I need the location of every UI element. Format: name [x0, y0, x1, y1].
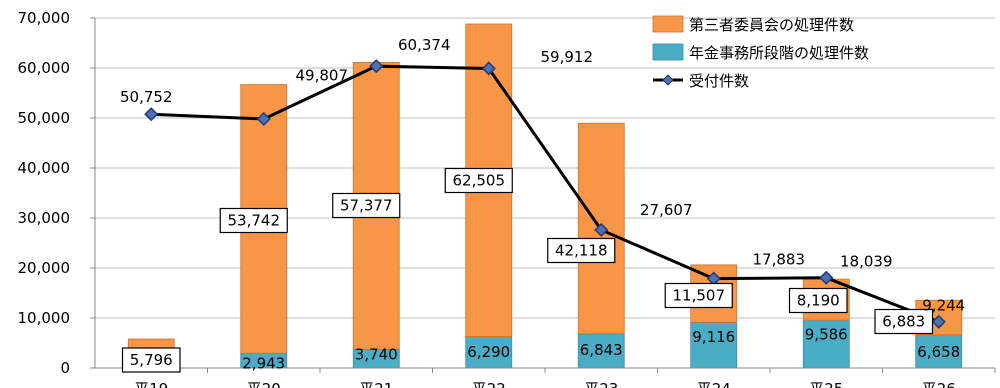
- daisansha-label: 11,507: [673, 287, 726, 305]
- receipt-label: 50,752: [120, 88, 173, 106]
- x-tick-label: 平24: [697, 380, 731, 388]
- x-tick-label: 平23: [584, 380, 618, 388]
- daisansha-label-box: [874, 308, 934, 335]
- daisansha-label: 6,883: [882, 313, 925, 331]
- data-labels: 5,796 53,742 57,377 62,505 42,118 11,507 8,190…: [120, 36, 965, 373]
- x-axis: 平19 平20 平21 平22 平23 平24 平25 平26: [95, 367, 996, 388]
- receipt-label: 49,807: [296, 67, 349, 85]
- nenkin-label: 6,290: [467, 343, 510, 361]
- nenkin-label: 6,843: [580, 341, 623, 359]
- daisansha-label: 62,505: [453, 172, 506, 190]
- daisansha-label-box: [332, 192, 401, 219]
- legend-label: 第三者委員会の処理件数: [689, 16, 854, 34]
- nenkin-label: 9,116: [692, 328, 735, 346]
- legend-marker: [662, 74, 674, 86]
- receipt-label: 17,883: [753, 251, 806, 269]
- daisansha-label: 53,742: [228, 212, 281, 230]
- receipt-marker: [594, 222, 609, 238]
- legend-label: 年金事務所段階の処理件数: [689, 44, 869, 62]
- receipt-marker: [819, 270, 834, 285]
- receipt-line: [144, 59, 946, 329]
- bar-nenkin: [915, 334, 963, 369]
- y-axis: 0 10,000 20,000 30,000 40,000 50,000 60,000 70,…: [18, 9, 96, 377]
- nenkin-label: 3,740: [355, 346, 398, 364]
- nenkin-label: 6,658: [917, 343, 960, 361]
- receipt-label: 59,912: [541, 48, 594, 66]
- y-tick-label: 50,000: [18, 109, 71, 127]
- y-tick-label: 20,000: [18, 259, 71, 277]
- daisansha-label: 57,377: [340, 197, 393, 215]
- receipt-label: 60,374: [398, 36, 451, 54]
- legend-swatch: [652, 15, 684, 33]
- receipt-line-path: [151, 64, 940, 324]
- daisansha-label-box: [219, 207, 288, 234]
- x-tick-label: 平21: [359, 380, 393, 388]
- daisansha-label-box: [547, 237, 616, 264]
- daisansha-label-box: [788, 287, 848, 314]
- x-tick-label: 平26: [922, 380, 956, 388]
- bar-nenkin: [577, 333, 625, 369]
- daisansha-label-box: [121, 347, 181, 373]
- receipt-marker: [931, 314, 946, 329]
- y-tick-label: 40,000: [18, 159, 71, 177]
- daisansha-label-box: [664, 282, 733, 309]
- y-tick-label: 0: [60, 359, 70, 377]
- receipt-label: 27,607: [640, 201, 693, 219]
- receipt-label: 9,244: [922, 297, 965, 315]
- daisansha-label: 42,118: [555, 242, 608, 260]
- x-tick-label: 平19: [134, 380, 168, 388]
- legend-label: 受付件数: [689, 72, 749, 90]
- x-tick-label: 平25: [809, 380, 843, 388]
- x-tick-label: 平20: [247, 380, 281, 388]
- legend-swatch: [652, 43, 684, 61]
- receipt-marker: [369, 59, 384, 74]
- receipt-marker: [481, 61, 496, 76]
- nenkin-label: 9,586: [805, 326, 848, 344]
- y-tick-label: 10,000: [18, 309, 71, 327]
- receipt-marker: [256, 111, 271, 127]
- daisansha-label: 5,796: [130, 351, 173, 369]
- receipt-marker: [144, 107, 159, 122]
- daisansha-label: 8,190: [797, 292, 840, 310]
- bars: [127, 23, 963, 369]
- nenkin-label: 2,943: [242, 355, 285, 373]
- x-tick-label: 平22: [472, 380, 506, 388]
- receipt-label: 18,039: [840, 253, 893, 271]
- y-tick-label: 30,000: [18, 209, 71, 227]
- daisansha-label-box: [444, 167, 513, 194]
- y-tick-label: 70,000: [18, 9, 71, 27]
- y-tick-label: 60,000: [18, 59, 71, 77]
